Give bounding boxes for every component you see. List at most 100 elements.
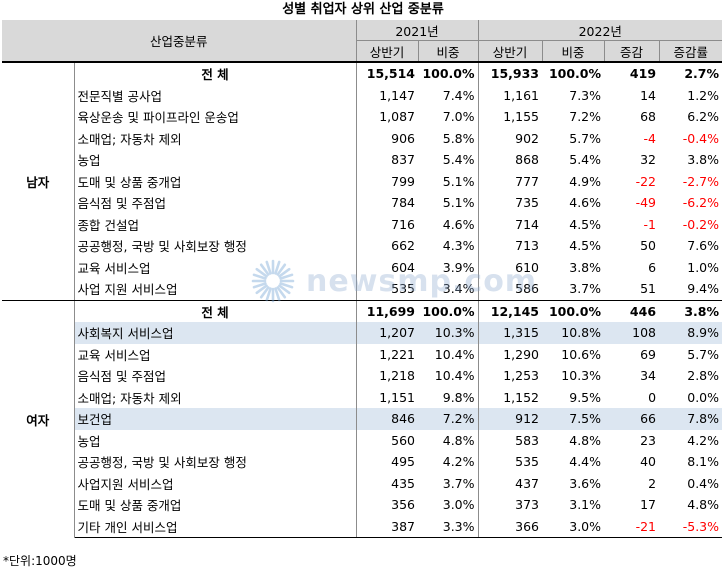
change-rate-cell: 2.7%: [684, 66, 720, 82]
industry-name: 육상운송 및 파이프라인 운송업: [74, 106, 357, 128]
share-2022-cell: 5.7%: [569, 130, 602, 146]
change-rate-cell: 9.4%: [659, 278, 723, 301]
industry-name: 소매업; 자동차 제외: [74, 127, 357, 149]
value-2021-cell: 387: [356, 515, 419, 538]
table-title: 성별 취업자 상위 산업 중분류: [282, 2, 444, 17]
change-rate-cell: 0.0%: [687, 389, 720, 405]
share-2021-cell: 7.4%: [442, 87, 475, 103]
industry-name: 공공행정, 국방 및 사회보장 행정: [74, 235, 357, 257]
change-cell: 0: [648, 389, 657, 405]
change-cell: -22: [635, 173, 657, 189]
change-cell: 23: [640, 432, 657, 448]
change-rate-cell: 1.0%: [687, 259, 720, 275]
value-2021-cell: 435: [391, 475, 416, 491]
value-2022-cell: 610: [477, 256, 543, 278]
industry-name: 사업지원 서비스업: [74, 472, 357, 494]
share-2021-cell: 10.4%: [434, 346, 475, 362]
value-2021-cell: 356: [391, 497, 416, 513]
change-rate-cell: 7.6%: [687, 238, 720, 254]
value-2022-cell: 583: [477, 429, 543, 451]
table-row: 공공행정, 국방 및 사회보장 행정 662 4.3% 713 4.5% 50 7.6%: [2, 235, 722, 257]
table-row: 음식점 및 주점업 1,218 10.4% 1,253 10.3% 34 2.8%: [2, 365, 722, 387]
value-2021-cell: 784: [391, 195, 416, 211]
industry-name: 전문직별 공사업: [74, 84, 357, 106]
change-cell: -4: [643, 130, 657, 146]
table-row: 사업 지원 서비스업 535 3.4% 586 3.7% 51 9.4%: [2, 278, 723, 301]
industry-name: 기타 개인 서비스업: [74, 515, 357, 538]
header-half-2022: 상반기: [477, 40, 543, 63]
industry-name: 교육 서비스업: [74, 256, 357, 278]
change-cell: 50: [640, 238, 657, 254]
change-rate-cell: -0.2%: [682, 216, 720, 232]
industry-name: 음식점 및 주점업: [74, 365, 357, 387]
share-2022-cell: 10.8%: [542, 322, 605, 344]
share-2022-cell: 100.0%: [548, 303, 602, 319]
share-2021-cell: 3.7%: [442, 475, 475, 491]
group-label-male: 남자: [2, 62, 75, 301]
change-rate-cell: -5.3%: [659, 515, 723, 538]
industry-name: 소매업; 자동차 제외: [74, 386, 357, 408]
value-2022-cell: 902: [477, 127, 543, 149]
total-row-female: 여자 전 체 11,699 100.0% 12,145 100.0% 446 3.8%: [2, 300, 722, 538]
change-cell: 68: [640, 109, 657, 125]
value-2021-cell: 906: [391, 130, 416, 146]
change-cell: -49: [635, 195, 657, 211]
change-cell: 17: [640, 497, 657, 513]
share-2022-cell: 9.5%: [569, 389, 602, 405]
header-year-2022: 2022년: [477, 20, 723, 41]
value-2021-cell: 1,147: [379, 87, 416, 103]
change-cell: 69: [640, 346, 657, 362]
industry-name: 사업 지원 서비스업: [74, 278, 357, 301]
header-half-2021: 상반기: [355, 40, 419, 63]
share-2022-cell: 4.6%: [569, 195, 602, 211]
table-row: 교육 서비스업 604 3.9% 610 3.8% 6 1.0%: [2, 256, 722, 278]
value-2022-cell: 535: [477, 451, 543, 473]
change-rate-cell: 7.8%: [659, 408, 723, 430]
change-rate-cell: 3.8%: [684, 303, 720, 319]
table-row: 소매업; 자동차 제외 1,151 9.8% 1,152 9.5% 0 0.0%: [2, 386, 722, 408]
header-year-2021: 2021년: [355, 20, 479, 41]
change-rate-cell: -6.2%: [682, 195, 720, 211]
share-2022-cell: 7.3%: [569, 87, 602, 103]
value-2022-cell: 586: [477, 278, 543, 301]
share-2021-cell: 3.0%: [442, 497, 475, 513]
value-2022-cell: 12,145: [477, 300, 543, 322]
table-row: 기타 개인 서비스업 387 3.3% 366 3.0% -21 -5.3%: [2, 515, 723, 538]
industry-name: 공공행정, 국방 및 사회보장 행정: [74, 451, 357, 473]
industry-name: 농업: [74, 429, 357, 451]
share-2022-cell: 10.6%: [561, 346, 602, 362]
share-2022-cell: 5.4%: [569, 152, 602, 168]
value-2022-cell: 15,933: [477, 62, 543, 85]
table-row: 음식점 및 주점업 784 5.1% 735 4.6% -49 -6.2%: [2, 192, 722, 214]
value-2021-cell: 11,699: [366, 303, 416, 319]
value-2021-cell: 1,221: [379, 346, 416, 362]
share-2022-cell: 7.2%: [569, 109, 602, 125]
value-2021-cell: 15,514: [366, 66, 416, 82]
share-2022-cell: 3.0%: [542, 515, 605, 538]
change-rate-cell: 5.7%: [687, 346, 720, 362]
value-2022-cell: 373: [477, 494, 543, 516]
change-cell: 32: [640, 152, 657, 168]
value-2021-cell: 1,087: [379, 109, 416, 125]
value-2022-cell: 713: [477, 235, 543, 257]
table-row: 전문직별 공사업 1,147 7.4% 1,161 7.3% 14 1.2%: [2, 84, 722, 106]
change-cell: 419: [629, 66, 657, 82]
value-2022-cell: 1,161: [477, 84, 543, 106]
value-2021-cell: 837: [391, 152, 416, 168]
header-change: 증감: [603, 40, 660, 63]
group-label-female: 여자: [2, 300, 75, 538]
table-row: 사회복지 서비스업 1,207 10.3% 1,315 10.8% 108 8.9%: [2, 322, 723, 344]
change-rate-cell: 2.8%: [687, 368, 720, 384]
total-row-male: 남자 전 체 15,514 100.0% 15,933 100.0% 419 2.7%: [2, 62, 722, 301]
industry-name: 도매 및 상품 중개업: [74, 494, 357, 516]
change-rate-cell: 8.9%: [659, 322, 723, 344]
value-2021-cell: 662: [391, 238, 416, 254]
share-2022-cell: 4.5%: [569, 216, 602, 232]
change-cell: 66: [604, 408, 660, 430]
value-2021-cell: 604: [391, 259, 416, 275]
total-label: 전 체: [74, 62, 357, 85]
table-row: 사업지원 서비스업 435 3.7% 437 3.6% 2 0.4%: [2, 472, 722, 494]
unit-note: *단위:1000명: [3, 554, 77, 568]
table-row: 교육 서비스업 1,221 10.4% 1,290 10.6% 69 5.7%: [2, 343, 722, 365]
share-2022-cell: 3.7%: [542, 278, 605, 301]
